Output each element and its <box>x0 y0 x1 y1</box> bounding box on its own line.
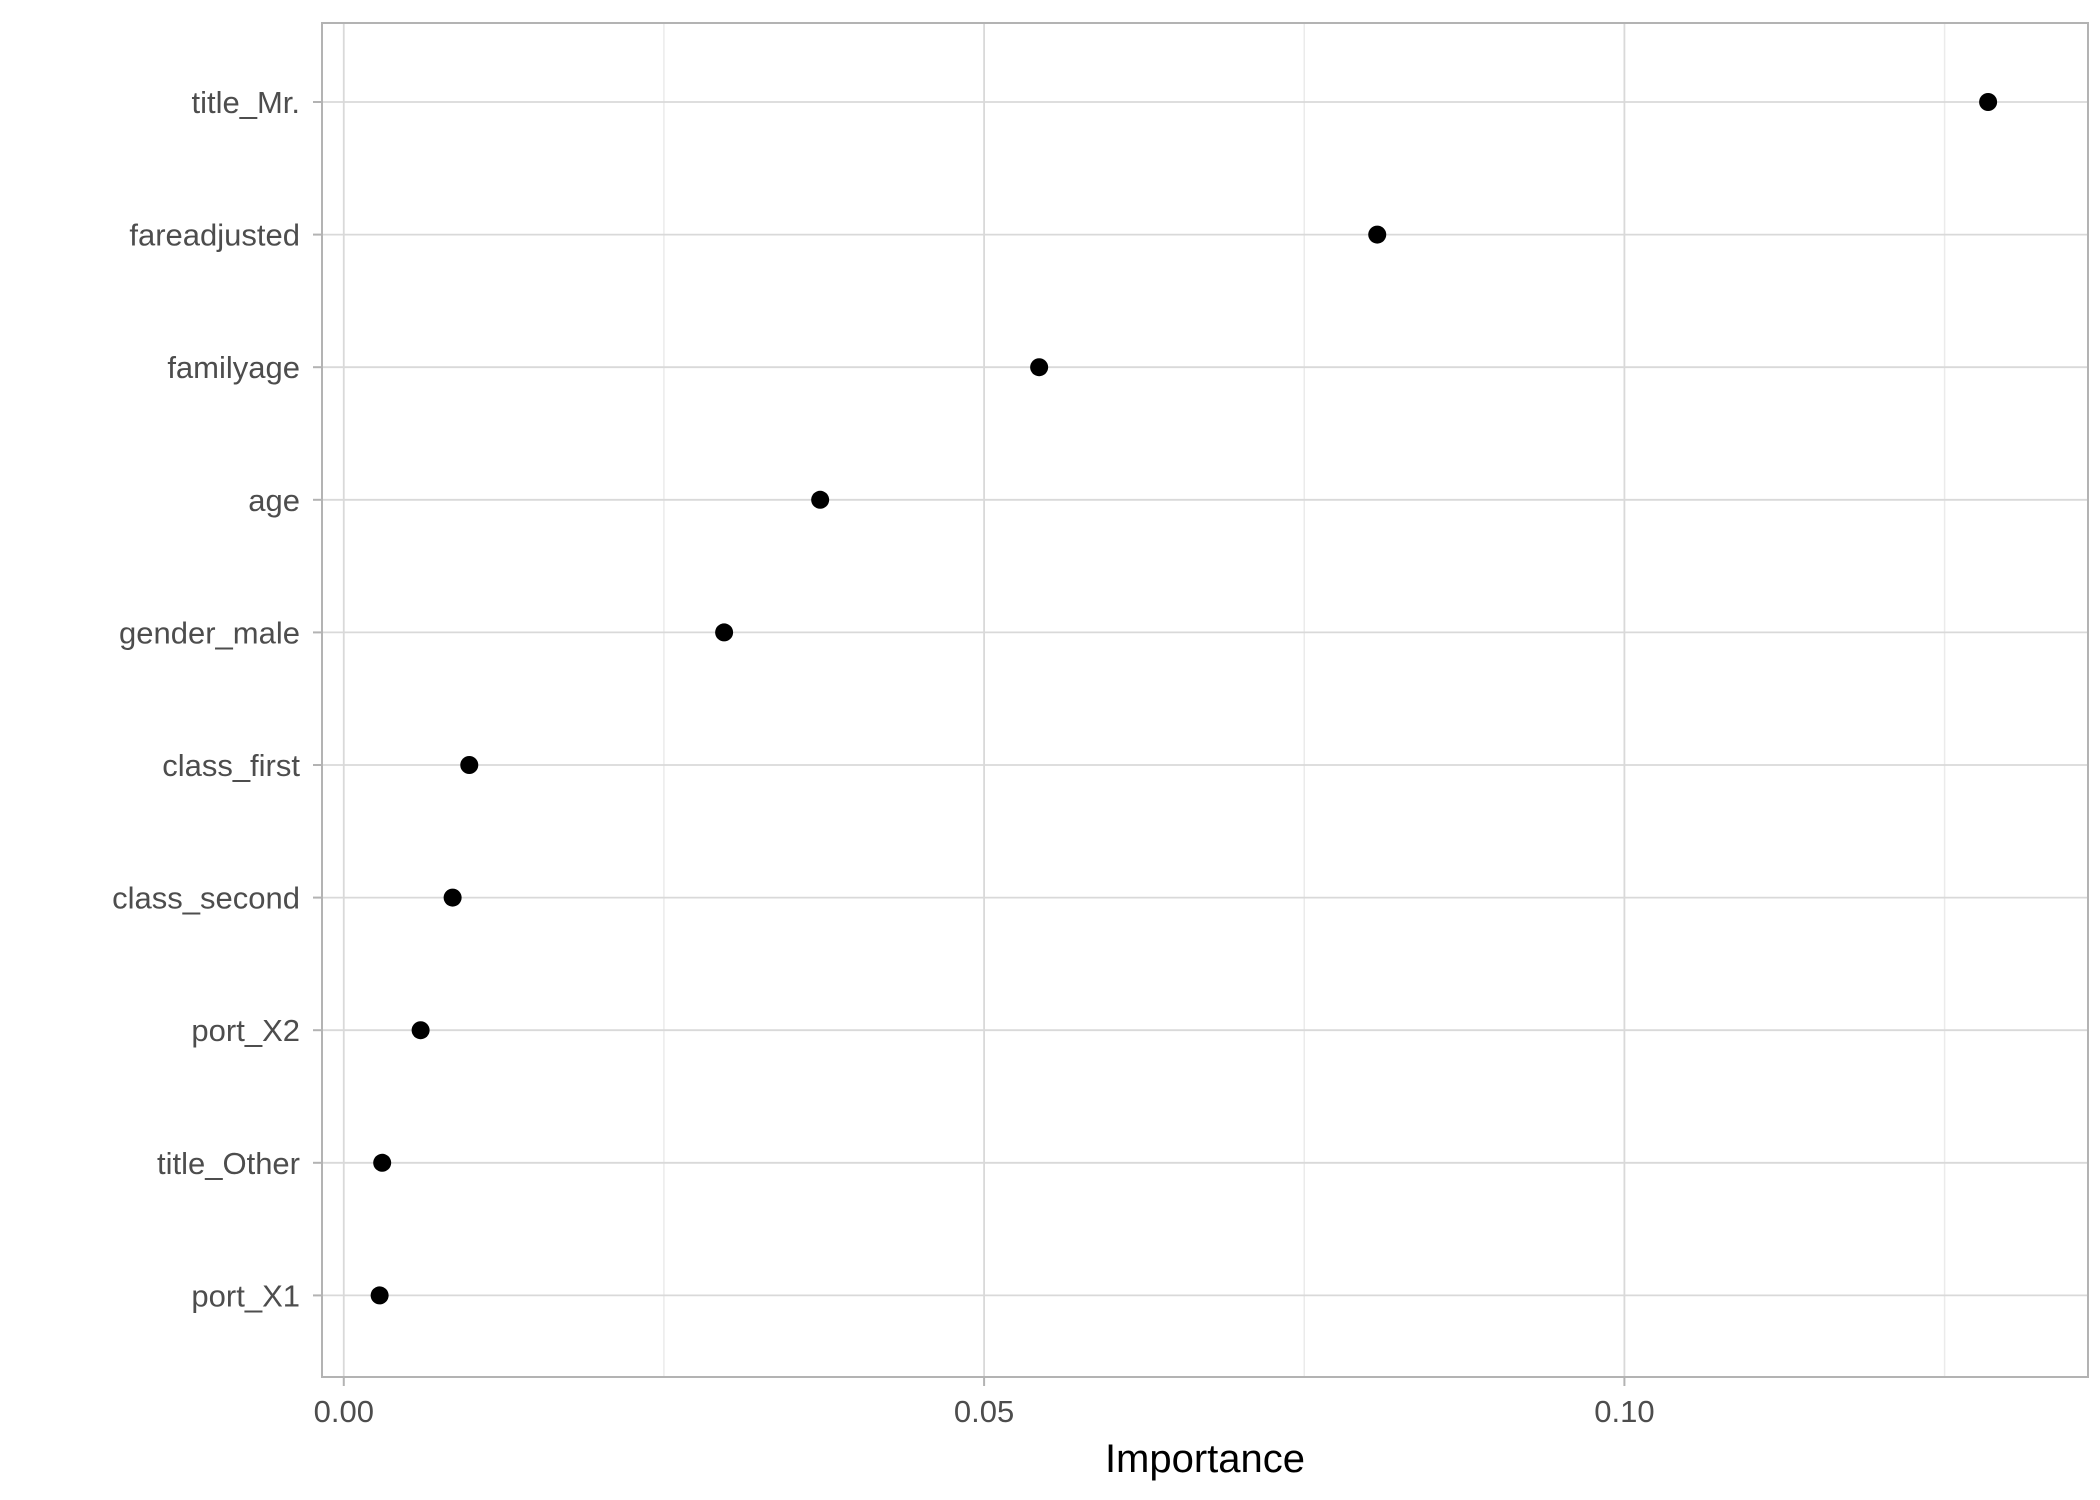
points-layer <box>370 93 1998 1305</box>
y-tick-label: class_second <box>112 881 300 916</box>
y-tick-label: gender_male <box>119 615 300 650</box>
data-point-port-x1 <box>370 1286 389 1305</box>
y-tick-label: title_Other <box>157 1146 300 1181</box>
data-point-gender-male <box>715 623 734 642</box>
data-point-fareadjusted <box>1368 225 1387 244</box>
data-point-title-other <box>373 1153 392 1172</box>
panel-border <box>321 22 2089 1378</box>
data-point-class-second <box>443 888 462 907</box>
y-tick-label: title_Mr. <box>191 85 300 120</box>
data-point-title-mr <box>1979 93 1998 111</box>
data-point-age <box>811 490 830 509</box>
axis-layer: title_Mr. fareadjusted familyage age gender_… <box>112 85 1654 1429</box>
x-tick-label: 0.05 <box>954 1394 1014 1429</box>
grid-layer <box>322 23 2088 1377</box>
data-point-familyage <box>1030 358 1049 377</box>
y-tick-label: age <box>248 483 300 518</box>
data-point-port-x2 <box>411 1021 430 1040</box>
y-tick-label: class_first <box>162 748 300 783</box>
x-axis-title: Importance <box>1105 1437 1305 1481</box>
y-tick-label: port_X1 <box>191 1278 300 1313</box>
y-tick-label: port_X2 <box>191 1013 300 1048</box>
x-tick-label: 0.00 <box>314 1394 374 1429</box>
x-tick-label: 0.10 <box>1594 1394 1654 1429</box>
y-tick-label: fareadjusted <box>129 218 300 253</box>
data-point-class-first <box>460 756 479 774</box>
y-tick-label: familyage <box>167 350 300 385</box>
